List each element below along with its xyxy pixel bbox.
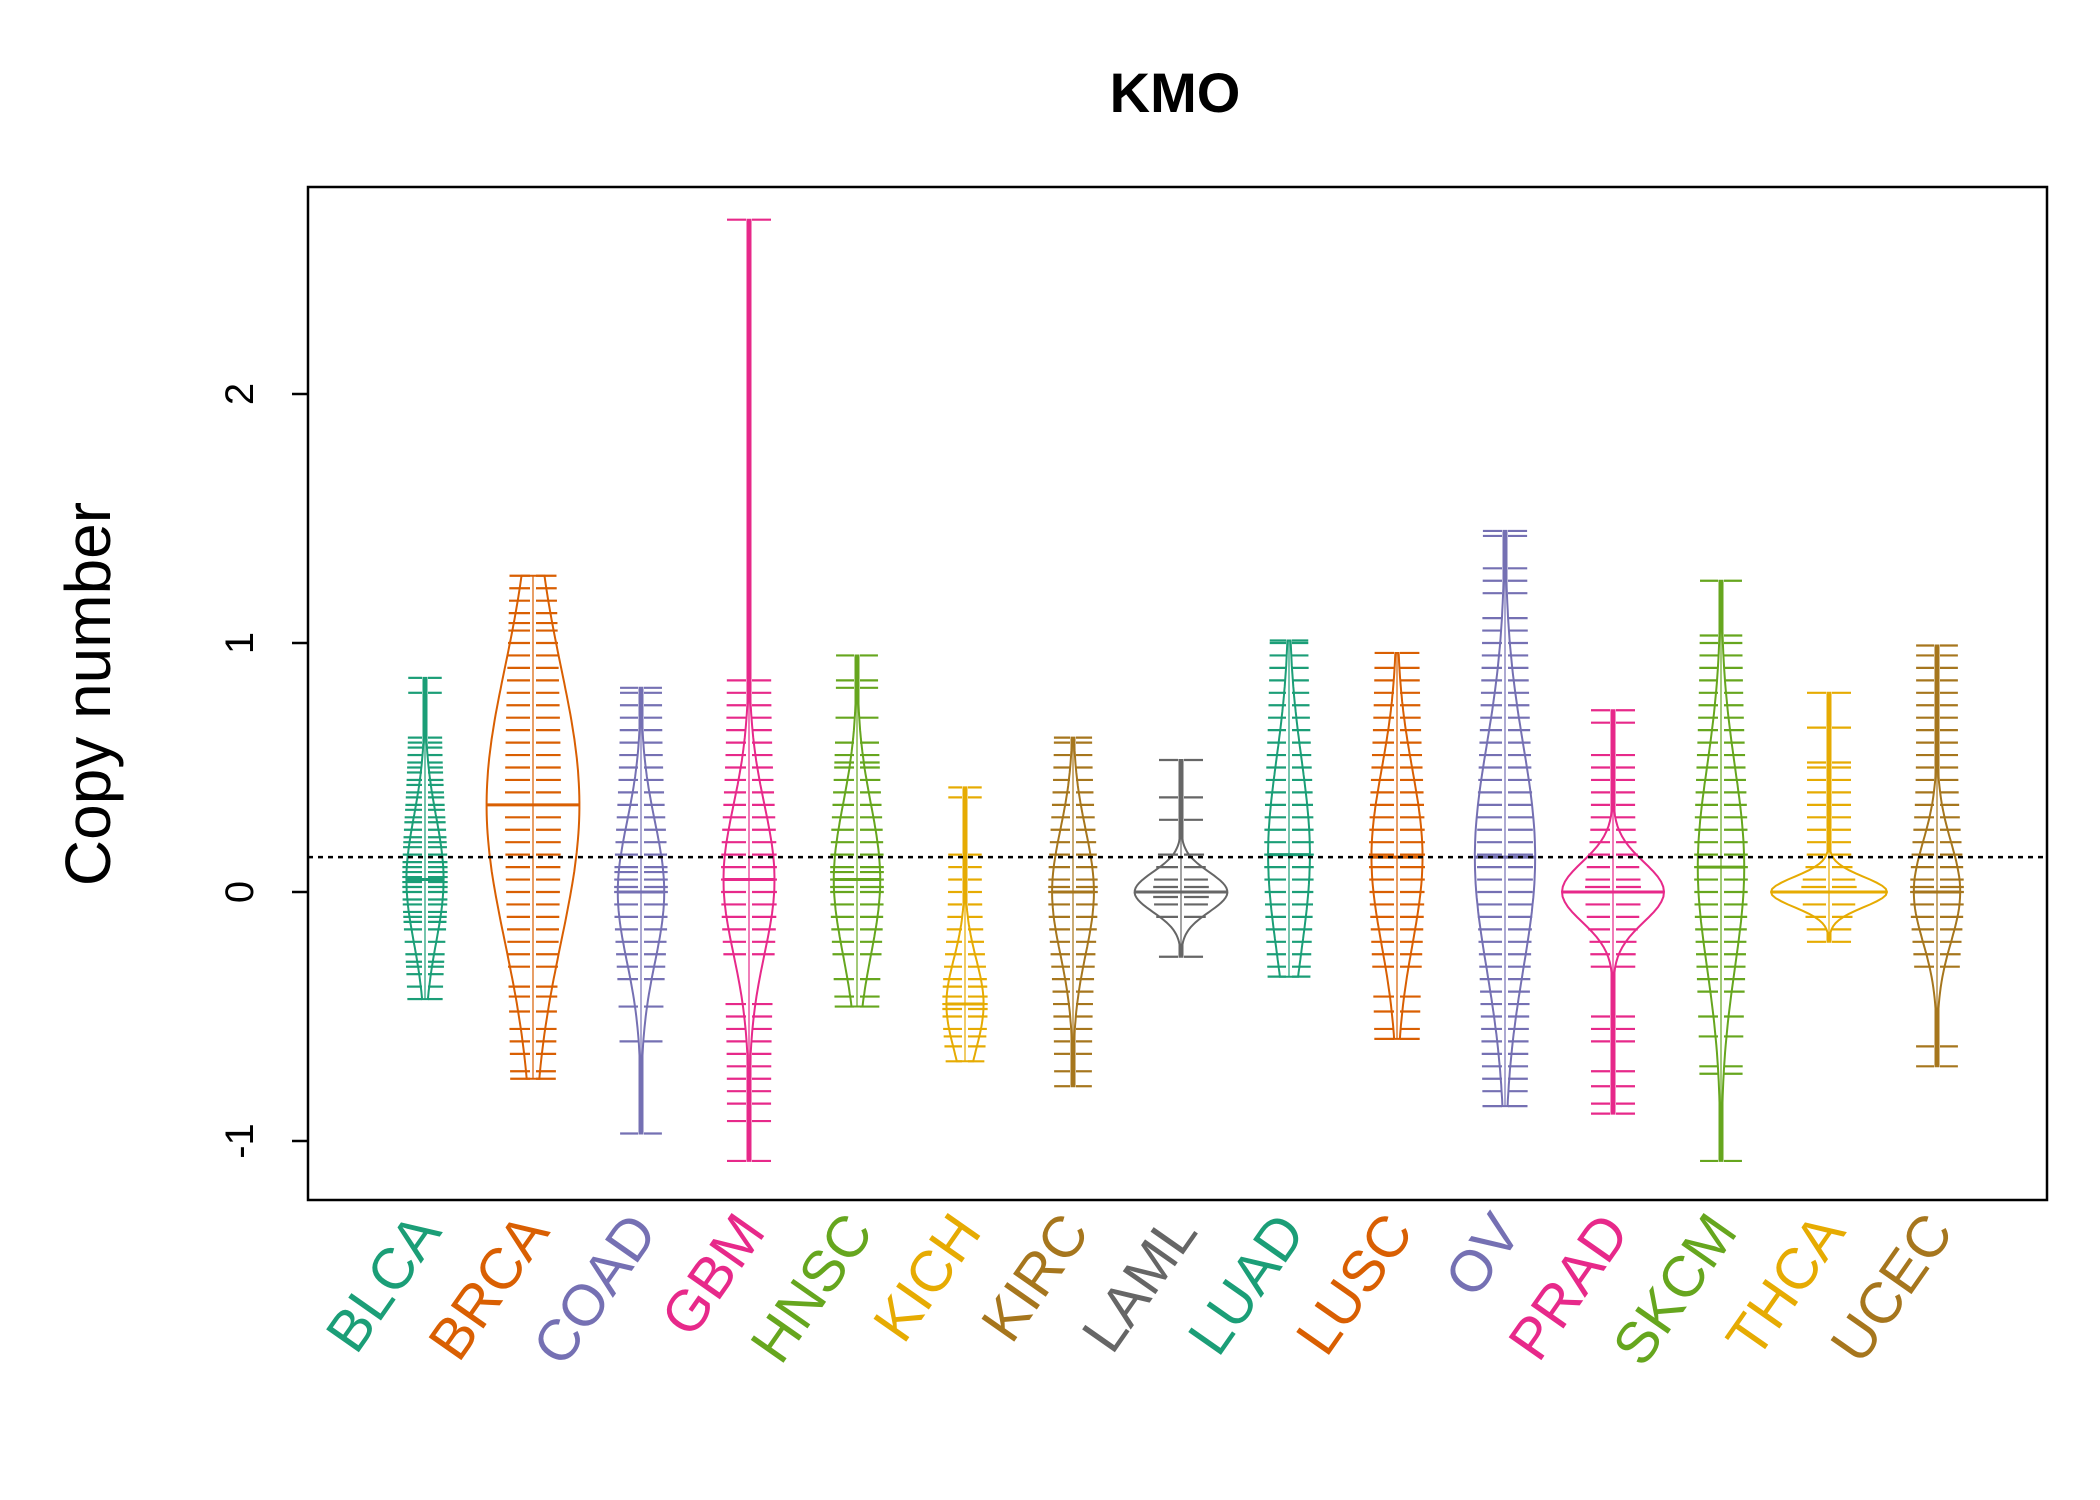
bean-coad: [614, 686, 668, 1135]
y-tick-label: 0: [218, 881, 262, 903]
bean-kirc: [1048, 736, 1098, 1088]
x-tick-label-kich: KICH: [861, 1202, 994, 1353]
y-tick-label: 2: [218, 383, 262, 405]
bean-ucec: [1910, 644, 1964, 1068]
bean-ov: [1473, 529, 1537, 1108]
bean-hnsc: [830, 654, 884, 1008]
bean-lusc: [1369, 651, 1425, 1041]
y-tick-label: -1: [218, 1123, 262, 1159]
beans-layer: [402, 218, 1964, 1163]
bean-kich: [942, 786, 988, 1063]
y-axis-label: Copy number: [52, 502, 124, 886]
bean-skcm: [1694, 579, 1748, 1163]
bean-brca: [485, 574, 581, 1080]
x-tick-label-ov: OV: [1432, 1202, 1533, 1308]
bean-thca: [1769, 691, 1889, 943]
plot-frame: [306, 185, 2049, 1202]
y-tick-label: 1: [218, 632, 262, 654]
y-axis: -1 0 1 2: [218, 383, 308, 1159]
bean-gbm: [721, 218, 777, 1163]
bean-prad: [1560, 709, 1666, 1115]
x-tick-label-laml: LAML: [1069, 1202, 1209, 1363]
bean-blca: [402, 676, 448, 1001]
chart-title: KMO: [1110, 61, 1241, 124]
x-tick-label-lusc: LUSC: [1284, 1202, 1426, 1366]
x-tick-label-luad: LUAD: [1176, 1202, 1318, 1366]
bean-luad: [1264, 639, 1314, 978]
